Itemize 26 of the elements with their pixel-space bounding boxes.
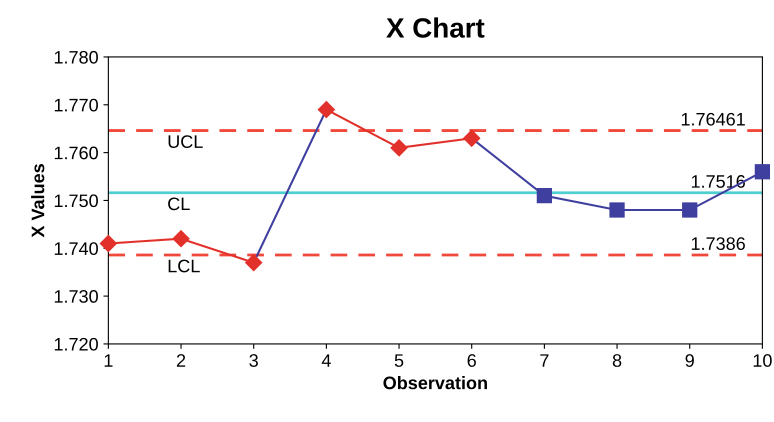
y-tick-label: 1.730 bbox=[54, 290, 98, 303]
x-tick-label: 10 bbox=[754, 354, 772, 367]
x-tick-label: 6 bbox=[468, 354, 476, 367]
y-axis-title: X Values bbox=[31, 164, 44, 238]
x-tick-label: 7 bbox=[540, 354, 548, 367]
x-tick-label: 2 bbox=[176, 354, 186, 367]
annotation: 1.76461 bbox=[682, 112, 745, 126]
y-tick-label: 1.780 bbox=[54, 50, 98, 64]
y-tick-label: 1.770 bbox=[54, 98, 98, 112]
ref-line-label: UCL bbox=[168, 135, 203, 148]
x-tick-label: 9 bbox=[686, 354, 694, 367]
ref-line-label: CL bbox=[168, 197, 190, 210]
x-tick-label: 1 bbox=[104, 354, 112, 367]
x-tick-label: 3 bbox=[249, 354, 258, 367]
x-axis-title: Observation bbox=[383, 376, 487, 390]
annotation: 1.7386 bbox=[692, 237, 745, 250]
chart-title: X Chart bbox=[386, 17, 484, 38]
x-tick-label: 8 bbox=[612, 354, 622, 367]
annotation: 1.7516 bbox=[692, 175, 745, 188]
y-tick-label: 1.720 bbox=[54, 338, 98, 351]
y-tick-label: 1.740 bbox=[54, 242, 98, 255]
x-tick-label: 4 bbox=[322, 354, 331, 367]
y-tick-label: 1.760 bbox=[54, 146, 98, 160]
x-tick-label: 5 bbox=[394, 354, 404, 367]
y-tick-label: 1.750 bbox=[54, 194, 98, 208]
ref-line-label: LCL bbox=[168, 260, 200, 272]
